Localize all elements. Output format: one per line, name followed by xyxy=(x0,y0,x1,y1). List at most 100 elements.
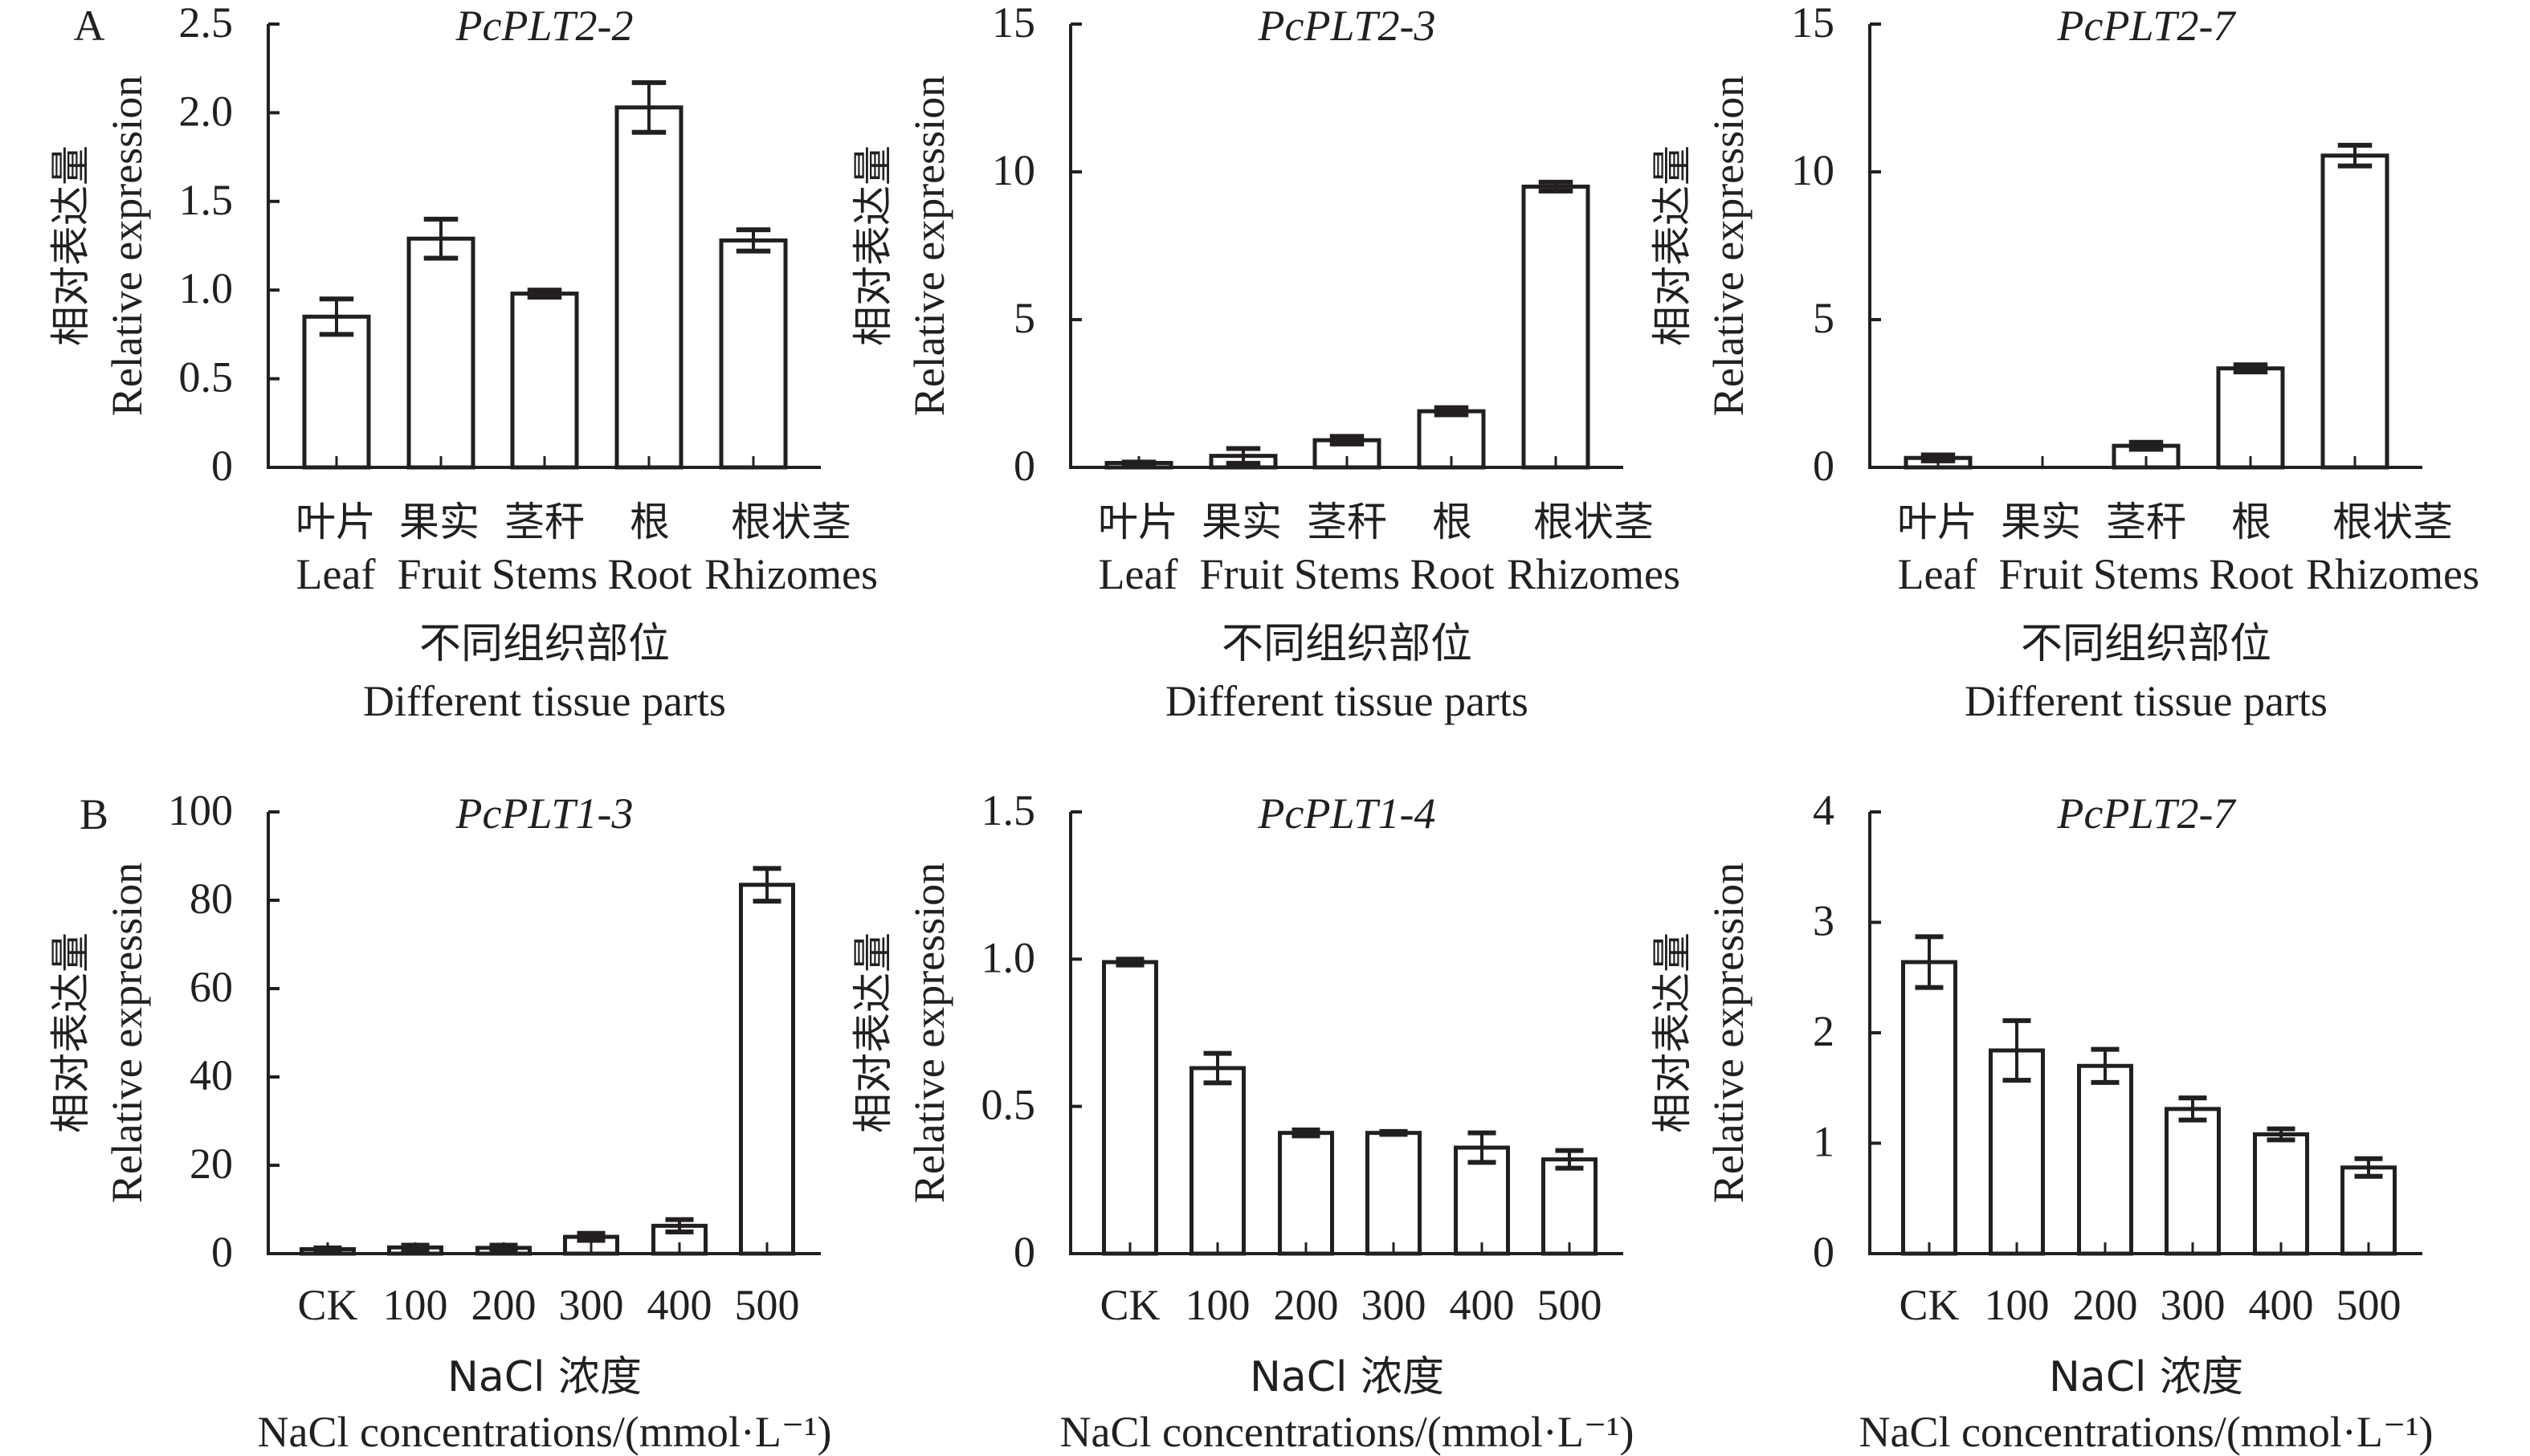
x-tick-label: 400 xyxy=(1450,1281,1515,1329)
x-tick-label: 500 xyxy=(735,1281,800,1329)
error-bar xyxy=(1915,934,1944,990)
x-axis-label: NaCl concentrations/(mmol·L⁻¹) xyxy=(1060,1408,1634,1456)
y-axis-label-cn: 相对表达量 xyxy=(850,932,896,1133)
error-bar xyxy=(1292,1128,1320,1139)
x-tick-label-cn: 果实 xyxy=(2001,499,2081,545)
x-axis-label-cn: 不同组织部位 xyxy=(419,620,670,668)
chart-title: PcPLT1-3 xyxy=(455,789,634,838)
x-tick-label-cn: 叶片 xyxy=(1098,499,1178,545)
x-tick-label: CK xyxy=(1899,1281,1959,1329)
error-bar xyxy=(1538,179,1573,194)
y-tick-label: 1.0 xyxy=(981,933,1036,981)
y-tick-label: 1.5 xyxy=(981,786,1036,834)
error-bar xyxy=(2178,1095,2207,1123)
x-tick-label-cn: 根状茎 xyxy=(1533,499,1654,545)
y-tick-label: 1.5 xyxy=(179,176,234,224)
y-tick-label: 10 xyxy=(992,146,1035,194)
error-bar xyxy=(2128,439,2164,452)
y-tick-label: 10 xyxy=(1791,146,1834,194)
error-bar xyxy=(631,80,667,135)
x-tick-label: Fruit xyxy=(397,550,481,598)
y-axis-label: Relative expression xyxy=(905,863,953,1203)
x-tick-label: Root xyxy=(607,550,692,598)
x-tick-label: Fruit xyxy=(1199,550,1283,598)
y-tick-label: 0 xyxy=(1813,1228,1834,1276)
error-bar xyxy=(2267,1126,2295,1143)
x-axis-label: Different tissue parts xyxy=(1965,677,2328,725)
panel-label-b: B xyxy=(80,790,108,838)
bar xyxy=(1190,1066,1246,1256)
chart-panel-pcplt2-7: PcPLT2-7 相对表达量 Relative expression 0 1 2 3 4 CK 1… xyxy=(1649,786,2434,1456)
x-tick-label: Rhizomes xyxy=(1507,550,1680,598)
y-tick-label: 0 xyxy=(211,442,233,490)
error-bar xyxy=(1116,956,1145,968)
y-tick-label: 3 xyxy=(1813,897,1834,945)
y-tick-label: 5 xyxy=(1813,294,1834,342)
x-tick-label: 200 xyxy=(1274,1281,1339,1329)
bar xyxy=(2216,366,2285,470)
x-tick-label-cn: 茎秆 xyxy=(2106,499,2186,545)
x-tick-label-cn: 根状茎 xyxy=(2332,499,2453,545)
x-axis-label: NaCl concentrations/(mmol·L⁻¹) xyxy=(1859,1408,2434,1456)
y-axis-label: Relative expression xyxy=(103,863,151,1203)
y-tick-label: 15 xyxy=(992,0,1035,47)
x-tick-label: 500 xyxy=(1537,1281,1602,1329)
x-tick-label: Rhizomes xyxy=(2306,550,2479,598)
x-tick-label-cn: 果实 xyxy=(399,499,479,545)
bar xyxy=(2165,1107,2221,1256)
y-tick-label: 5 xyxy=(1014,294,1035,342)
y-axis-label: Relative expression xyxy=(103,75,151,416)
x-axis-label: Different tissue parts xyxy=(1165,677,1528,725)
y-axis-label: Relative expression xyxy=(905,75,953,416)
x-tick-label: CK xyxy=(1100,1281,1160,1329)
bar xyxy=(302,314,371,470)
error-bar xyxy=(1329,434,1365,447)
y-tick-label: 0 xyxy=(1014,1228,1035,1276)
x-tick-label-cn: 叶片 xyxy=(1897,499,1977,545)
y-axis-label-cn: 相对表达量 xyxy=(47,145,94,346)
y-tick-label: 0 xyxy=(1813,442,1834,490)
chart-panel-pcplt2-2: PcPLT2-2 相对表达量 Relative expression 0 0.5 1.0 1… xyxy=(47,0,878,725)
error-bar xyxy=(2354,1156,2383,1179)
bar xyxy=(2077,1063,2133,1256)
y-tick-label: 0 xyxy=(211,1228,233,1276)
chart-title: PcPLT1-4 xyxy=(1258,789,1436,838)
bar xyxy=(2320,153,2389,470)
panel-label-a: A xyxy=(74,2,105,50)
bar xyxy=(2340,1165,2397,1256)
x-tick-label: Leaf xyxy=(296,550,376,598)
error-bar xyxy=(319,296,354,337)
x-axis-label: Different tissue parts xyxy=(363,677,726,725)
error-bar xyxy=(1555,1148,1584,1171)
x-tick-label: Leaf xyxy=(1898,550,1977,598)
error-bar xyxy=(665,1217,694,1235)
y-tick-label: 80 xyxy=(190,875,233,923)
error-bar xyxy=(1203,1050,1232,1086)
bar xyxy=(719,238,788,470)
y-tick-label: 20 xyxy=(190,1140,233,1188)
x-axis-label: NaCl concentrations/(mmol·L⁻¹) xyxy=(258,1408,832,1456)
bar xyxy=(1278,1131,1334,1256)
y-axis-label: Relative expression xyxy=(1704,75,1753,416)
x-tick-label: 200 xyxy=(471,1281,537,1329)
error-bar xyxy=(2337,142,2373,169)
bar xyxy=(1541,1157,1598,1256)
error-bar xyxy=(2233,362,2268,375)
error-bar xyxy=(2091,1046,2120,1085)
bar xyxy=(1901,960,1957,1256)
x-axis-label-cn: NaCl 浓度 xyxy=(1250,1353,1444,1401)
x-tick-label-cn: 根状茎 xyxy=(731,499,851,545)
x-tick-label: 300 xyxy=(559,1281,624,1329)
y-tick-label: 1.0 xyxy=(179,264,234,312)
error-bar xyxy=(423,216,459,261)
x-tick-label: Stems xyxy=(2093,550,2199,598)
y-tick-label: 40 xyxy=(190,1051,233,1099)
x-tick-label: 300 xyxy=(2161,1281,2226,1329)
error-bar xyxy=(577,1230,606,1243)
x-tick-label: 100 xyxy=(1185,1281,1251,1329)
x-tick-label-cn: 茎秆 xyxy=(1307,499,1387,545)
error-bar xyxy=(527,288,562,300)
